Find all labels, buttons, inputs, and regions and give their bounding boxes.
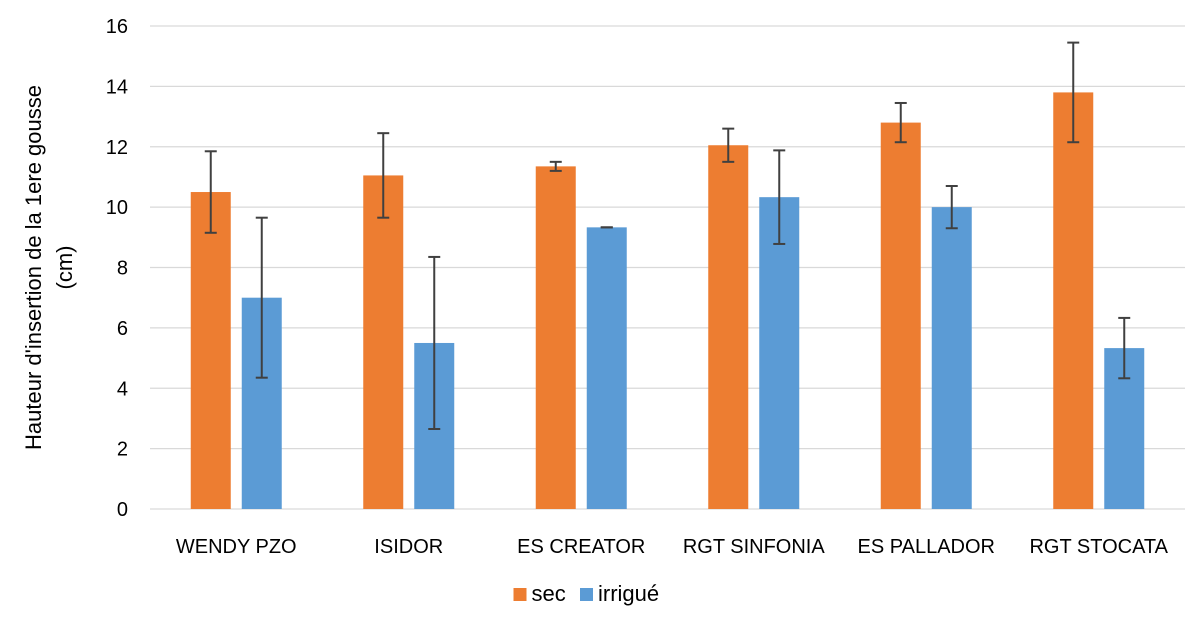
y-tick-label: 2 xyxy=(117,439,128,461)
x-tick-label: ISIDOR xyxy=(374,536,443,558)
y-tick-label: 4 xyxy=(117,378,128,400)
bar-irrigu xyxy=(931,207,972,509)
y-tick-label: 16 xyxy=(106,16,128,38)
bar-sec xyxy=(708,145,749,509)
bar-irrigu xyxy=(759,197,800,509)
bar-sec xyxy=(363,175,404,509)
legend-label: irrigué xyxy=(598,581,659,606)
error-bar xyxy=(945,184,958,230)
y-tick-label: 0 xyxy=(117,499,128,521)
y-tick-label: 14 xyxy=(106,76,128,98)
y-axis-title-line-2: (cm) xyxy=(52,246,77,290)
error-bar xyxy=(377,132,390,219)
bar-irrigu xyxy=(586,227,627,509)
y-axis-title-line-1: Hauteur d'insertion de la 1ere gousse xyxy=(21,85,46,450)
x-tick-label: ES PALLADOR xyxy=(858,536,995,558)
legend-item: sec xyxy=(513,581,566,606)
legend-swatch xyxy=(580,588,593,601)
legend-label: sec xyxy=(532,581,566,606)
x-tick-label: RGT STOCATA xyxy=(1029,536,1168,558)
y-axis-ticks: 0 2 4 6 8 10 12 14 16 xyxy=(106,16,128,521)
y-tick-label: 8 xyxy=(117,258,128,280)
error-bar xyxy=(894,101,907,144)
x-tick-label: RGT SINFONIA xyxy=(683,536,826,558)
error-bar xyxy=(255,216,268,379)
bar-sec xyxy=(1053,92,1094,509)
x-axis-ticks: WENDY PZO ISIDOR ES CREATOR RGT SINFONIA ES … xyxy=(176,536,1169,558)
bars xyxy=(190,92,1145,509)
bar-sec xyxy=(190,192,231,509)
x-tick-label: WENDY PZO xyxy=(176,536,297,558)
y-tick-label: 6 xyxy=(117,318,128,340)
error-bar xyxy=(773,149,786,245)
bar-sec xyxy=(535,166,576,509)
gridlines xyxy=(150,25,1185,510)
bar-sec xyxy=(880,122,921,509)
y-tick-label: 10 xyxy=(106,197,128,219)
error-bar xyxy=(1118,316,1131,380)
x-tick-label: ES CREATOR xyxy=(517,536,645,558)
error-bar xyxy=(204,150,217,234)
legend-item: irrigué xyxy=(580,581,659,606)
error-bars xyxy=(204,41,1131,431)
error-bar xyxy=(1067,41,1080,144)
y-axis-title: Hauteur d'insertion de la 1ere gousse (c… xyxy=(21,85,77,450)
y-tick-label: 12 xyxy=(106,137,128,159)
error-bar xyxy=(722,127,735,163)
legend-swatch xyxy=(513,588,527,601)
error-bar xyxy=(428,255,441,431)
legend: sec irrigué xyxy=(513,581,659,606)
error-bar xyxy=(549,160,562,172)
